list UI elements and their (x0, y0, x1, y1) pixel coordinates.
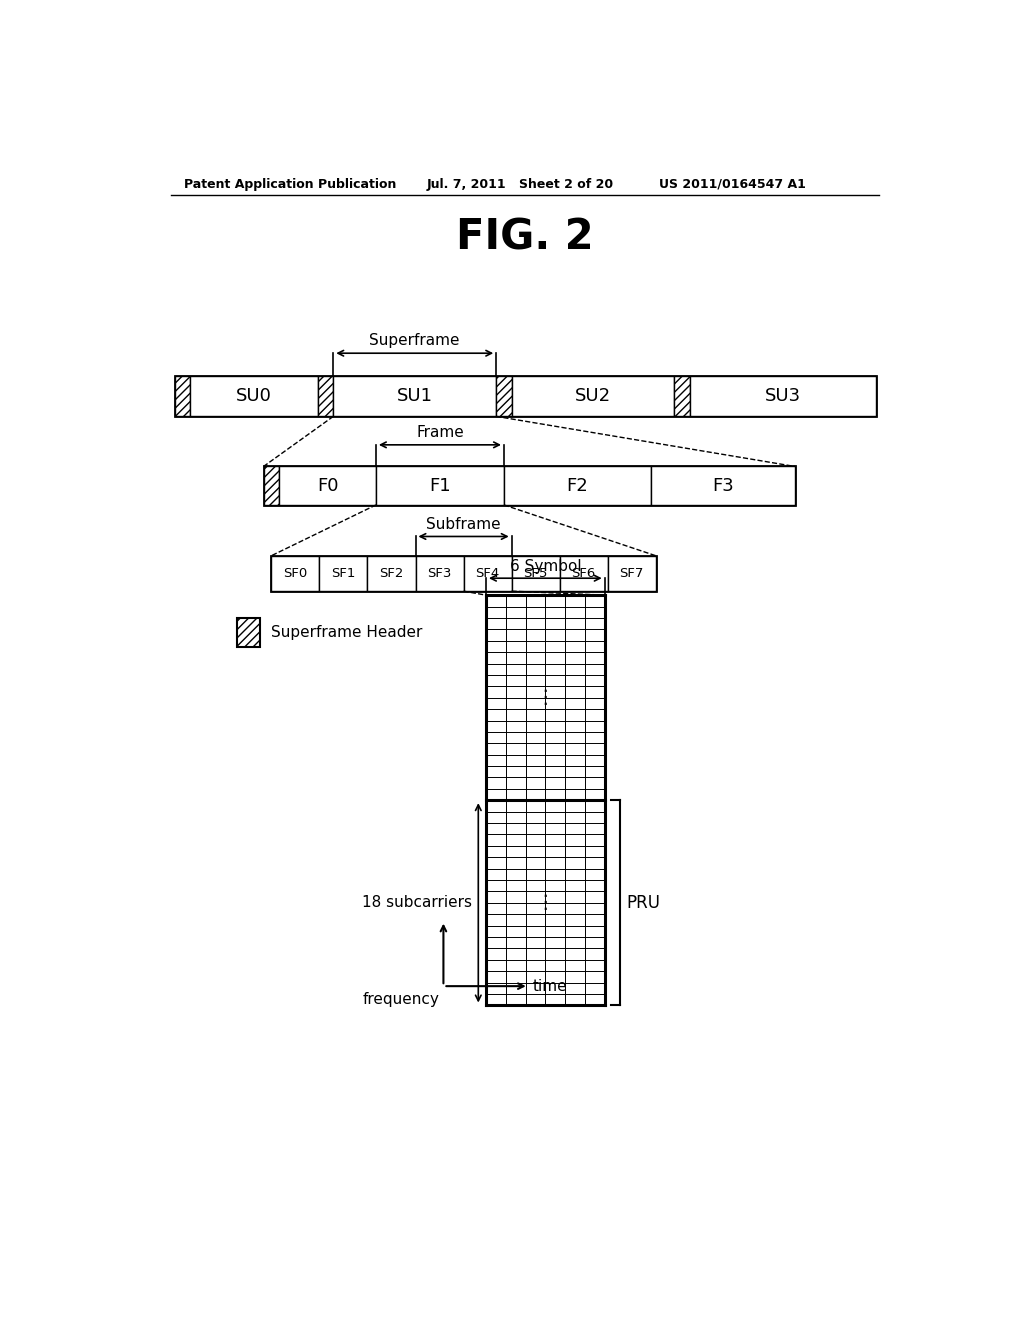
Bar (560, 556, 607, 591)
Text: Jul. 7, 2011: Jul. 7, 2011 (426, 178, 506, 190)
Text: Sheet 2 of 20: Sheet 2 of 20 (519, 178, 613, 190)
Bar (675, 376, 690, 416)
Bar (174, 376, 876, 416)
Text: SF6: SF6 (571, 566, 596, 579)
Bar (368, 556, 416, 591)
Bar (607, 556, 655, 591)
Text: F3: F3 (712, 477, 733, 495)
Text: F2: F2 (566, 477, 589, 495)
Bar (512, 556, 560, 591)
Text: F0: F0 (316, 477, 338, 495)
Text: US 2011/0164547 A1: US 2011/0164547 A1 (658, 178, 806, 190)
Text: FIG. 2: FIG. 2 (456, 216, 594, 259)
Bar (504, 466, 651, 506)
Bar (190, 376, 317, 416)
Text: SF3: SF3 (427, 566, 452, 579)
Text: SU2: SU2 (574, 387, 611, 405)
Text: ⋮: ⋮ (536, 688, 555, 708)
Bar (651, 466, 795, 506)
Bar (690, 376, 876, 416)
Bar (263, 466, 280, 506)
Text: Superframe: Superframe (370, 333, 460, 348)
Text: SF7: SF7 (620, 566, 644, 579)
Bar (237, 618, 260, 647)
Text: SF4: SF4 (475, 566, 500, 579)
Text: ⋮: ⋮ (536, 894, 555, 912)
Text: SF5: SF5 (523, 566, 548, 579)
Bar (174, 376, 190, 416)
Bar (512, 376, 675, 416)
Text: SU3: SU3 (765, 387, 801, 405)
Text: Subframe: Subframe (426, 517, 501, 532)
Bar (263, 466, 795, 506)
Bar (334, 376, 496, 416)
Text: SU1: SU1 (396, 387, 433, 405)
Text: 6 Symbol: 6 Symbol (510, 558, 582, 574)
Bar (271, 556, 319, 591)
Text: Superframe Header: Superframe Header (271, 626, 423, 640)
Bar (416, 556, 464, 591)
Text: Patent Application Publication: Patent Application Publication (183, 178, 396, 190)
Bar (319, 556, 368, 591)
Text: SU0: SU0 (236, 387, 272, 405)
Bar (376, 466, 504, 506)
Text: SF1: SF1 (331, 566, 355, 579)
Text: SF2: SF2 (379, 566, 403, 579)
Bar (317, 376, 334, 416)
Text: Frame: Frame (416, 425, 464, 441)
Text: 18 subcarriers: 18 subcarriers (362, 895, 472, 911)
Text: frequency: frequency (362, 993, 439, 1007)
Bar (271, 556, 655, 591)
Text: PRU: PRU (627, 894, 660, 912)
Bar (496, 376, 512, 416)
Text: F1: F1 (429, 477, 451, 495)
Bar (280, 466, 376, 506)
Text: SF0: SF0 (284, 566, 307, 579)
Text: time: time (532, 978, 567, 994)
Bar (464, 556, 512, 591)
